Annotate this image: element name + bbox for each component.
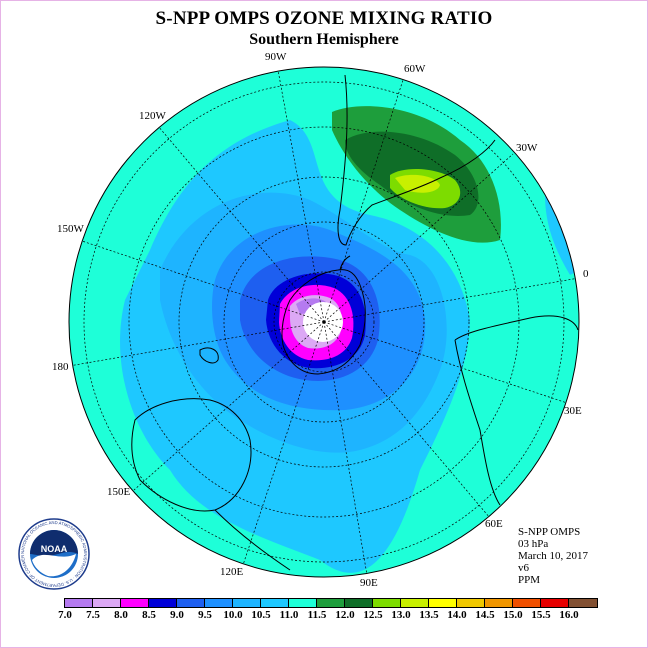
coast-australia [131, 398, 252, 512]
colorbar-tick-label: 13.5 [419, 609, 439, 621]
colorbar-tick-label: 11.5 [307, 609, 327, 621]
lon-label-90w: 90W [265, 51, 287, 63]
coast-new-zealand [199, 347, 219, 364]
colorbar-tick-label: 12.5 [363, 609, 383, 621]
colorbar-swatch [485, 599, 513, 607]
lon-label-120w: 120W [139, 110, 166, 122]
meridian-30e [323, 321, 568, 404]
colorbar-swatch [233, 599, 261, 607]
info-instrument: S-NPP OMPS [518, 526, 581, 538]
colorbar-swatch [317, 599, 345, 607]
lon-label-0: 0 [583, 268, 589, 280]
colorbar-tick-label: 10.5 [251, 609, 271, 621]
colorbar-swatch [121, 599, 149, 607]
latitude-circle-60s [178, 176, 470, 468]
colorbar-swatch [205, 599, 233, 607]
info-units: PPM [518, 574, 541, 586]
colorbar-swatch [345, 599, 373, 607]
colorbar-tick-label: 15.0 [503, 609, 523, 621]
latitude-circle-40s [83, 81, 565, 563]
colorbar-swatch [177, 599, 205, 607]
lon-label-30e: 30E [564, 405, 582, 417]
colorbar [64, 598, 598, 608]
meridian-120e [242, 321, 325, 566]
colorbar-swatch [513, 599, 541, 607]
meridian-150w [81, 240, 325, 323]
colorbar-swatch [429, 599, 457, 607]
lon-label-90e: 90E [360, 577, 378, 589]
info-version: v6 [518, 562, 529, 574]
lon-label-30w: 30W [516, 142, 538, 154]
latitude-circle-50s [128, 126, 520, 518]
meridian-120w [157, 125, 325, 323]
coast-antarctica [281, 269, 366, 375]
colorbar-tick-label: 16.0 [559, 609, 579, 621]
coast-africa-south [454, 315, 579, 341]
colorbar-swatch [289, 599, 317, 607]
meridian-60w [323, 79, 404, 323]
colorbar-tick-label: 13.0 [391, 609, 411, 621]
colorbar-swatch [401, 599, 429, 607]
colorbar-tick-label: 15.5 [531, 609, 551, 621]
map-subtitle: Southern Hemisphere [249, 31, 399, 48]
colorbar-tick-label: 8.5 [142, 609, 156, 621]
map-title: S-NPP OMPS OZONE MIXING RATIO [155, 8, 493, 29]
colorbar-tick-label: 7.5 [86, 609, 100, 621]
colorbar-swatch [373, 599, 401, 607]
lon-label-120e: 120E [220, 566, 244, 578]
logo-text: NOAA [41, 544, 68, 554]
colorbar-swatch [457, 599, 485, 607]
colorbar-swatch [261, 599, 289, 607]
colorbar-swatch [93, 599, 121, 607]
colorbar-tick-label: 9.5 [198, 609, 212, 621]
colorbar-swatch [541, 599, 569, 607]
latitude-circle-70s [223, 221, 425, 423]
meridian-0 [323, 277, 579, 323]
colorbar-swatch [569, 599, 597, 607]
meridian-180 [69, 321, 325, 367]
field-13.0-band [395, 174, 440, 193]
colorbar-tick-label: 10.0 [223, 609, 243, 621]
colorbar-tick-label: 11.0 [279, 609, 299, 621]
lon-label-150w: 150W [57, 223, 84, 235]
noaa-logo: NATIONAL OCEANIC AND ATMOSPHERIC ADMINIS… [18, 518, 90, 590]
info-block: S-NPP OMPS 03 hPa March 10, 2017 v6 PPM [518, 526, 588, 586]
lon-label-180: 180 [52, 361, 69, 373]
lon-label-60e: 60E [485, 518, 503, 530]
info-level: 03 hPa [518, 538, 549, 550]
graticule [69, 69, 579, 576]
latitude-circle-80s [273, 271, 375, 373]
coast-south-america [337, 74, 496, 246]
coast-africa-east [454, 339, 501, 506]
coastlines [131, 74, 579, 571]
lon-label-60w: 60W [404, 63, 426, 75]
colorbar-swatch [149, 599, 177, 607]
colorbar-tick-label: 8.0 [114, 609, 128, 621]
map-boundary [68, 66, 580, 578]
colorbar-tick-label: 7.0 [58, 609, 72, 621]
meridian-90w [277, 69, 325, 323]
meridian-90e [323, 321, 368, 576]
info-date: March 10, 2017 [518, 550, 588, 562]
lon-label-150e: 150E [107, 486, 131, 498]
colorbar-swatch [65, 599, 93, 607]
colorbar-tick-label: 9.0 [170, 609, 184, 621]
colorbar-tick-label: 14.0 [447, 609, 467, 621]
colorbar-tick-label: 12.0 [335, 609, 355, 621]
colorbar-tick-label: 14.5 [475, 609, 495, 621]
coast-indonesia [214, 509, 291, 571]
meridian-60e [323, 321, 491, 519]
